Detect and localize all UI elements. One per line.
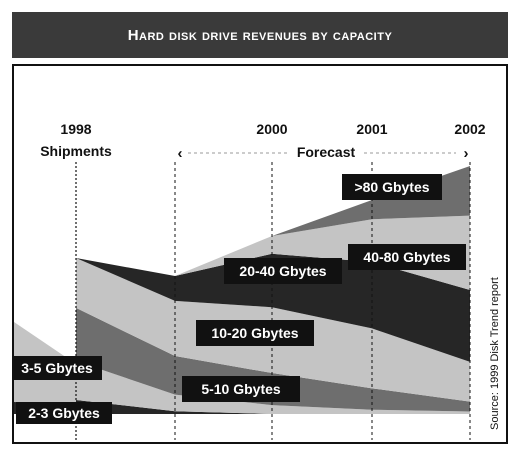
band-label-1: 3-5 Gbytes xyxy=(12,356,102,380)
band-label-text-6: >80 Gbytes xyxy=(354,179,429,195)
band-label-0: 2-3 Gbytes xyxy=(16,402,112,424)
band-label-box-5 xyxy=(348,244,466,270)
band-label-text-3: 10-20 Gbytes xyxy=(211,325,298,341)
band-labels: 2-3 Gbytes 3-5 Gbytes 5-10 Gbytes 10-20 Gby… xyxy=(12,174,466,424)
forecast-arrow-right: › xyxy=(464,145,469,162)
title-bar: Hard disk drive revenues by capacity xyxy=(12,12,508,58)
band-label-text-5: 40-80 Gbytes xyxy=(363,249,450,265)
year-2000-label: 2000 xyxy=(256,121,287,137)
band-label-2: 5-10 Gbytes xyxy=(182,376,300,402)
band-label-box-4 xyxy=(224,258,342,284)
band-label-3: 10-20 Gbytes xyxy=(196,320,314,346)
band-label-box-3 xyxy=(196,320,314,346)
band-label-5: 40-80 Gbytes xyxy=(348,244,466,270)
area-band-4 xyxy=(76,253,470,362)
chart-title: Hard disk drive revenues by capacity xyxy=(127,26,393,44)
band-label-text-4: 20-40 Gbytes xyxy=(239,263,326,279)
forecast-arrow-left: ‹ xyxy=(178,145,183,162)
year-2001-label: 2001 xyxy=(356,121,387,137)
shipments-label: Shipments xyxy=(40,143,112,159)
area-band-1 xyxy=(76,360,470,414)
area-band-0 xyxy=(76,399,470,414)
band-label-box-0 xyxy=(16,402,112,424)
band-label-box-2 xyxy=(182,376,300,402)
band-label-6: >80 Gbytes xyxy=(342,174,442,200)
band-label-text-0: 2-3 Gbytes xyxy=(28,405,100,421)
year-1998-label: 1998 xyxy=(60,121,91,137)
year-2002-label: 2002 xyxy=(454,121,485,137)
source-note: Source: 1999 Disk Trend report xyxy=(489,277,501,430)
band-label-box-1 xyxy=(12,356,102,380)
forecast-label: Forecast xyxy=(297,144,356,160)
band-label-text-1: 3-5 Gbytes xyxy=(21,360,93,376)
band-label-box-6 xyxy=(342,174,442,200)
band-label-4: 20-40 Gbytes xyxy=(224,258,342,284)
year-guides xyxy=(75,162,471,440)
band-label-text-2: 5-10 Gbytes xyxy=(201,381,281,397)
